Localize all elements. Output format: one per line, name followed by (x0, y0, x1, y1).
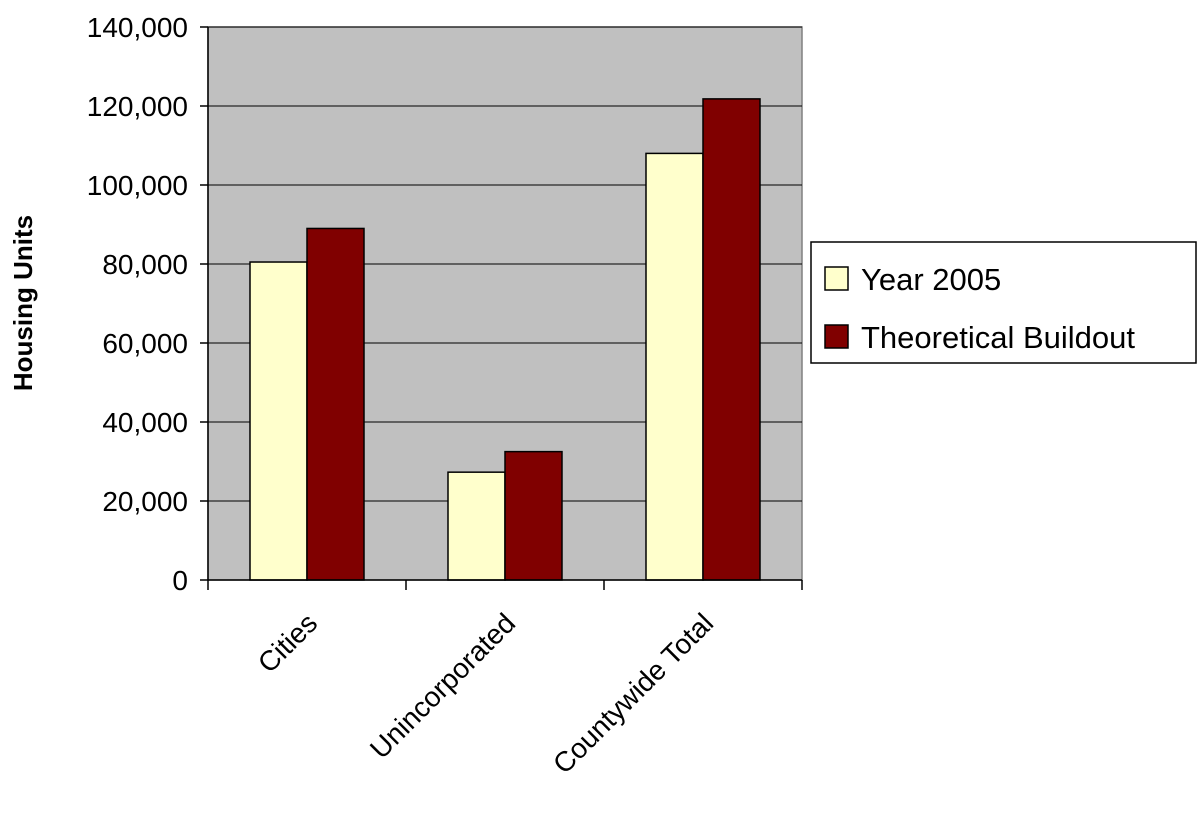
y-tick-label: 80,000 (102, 249, 188, 280)
legend-swatch-theoretical-buildout (824, 324, 849, 349)
y-axis-label: Housing Units (8, 215, 38, 391)
x-axis-ticks: Cities Unincorporated Countywide Total (207, 580, 803, 780)
legend-swatch-year-2005 (824, 266, 849, 291)
y-tick-label: 100,000 (87, 170, 188, 201)
x-tick-label-countywide-total: Countywide Total (547, 607, 719, 779)
y-tick-label: 140,000 (87, 12, 188, 43)
y-tick-label: 20,000 (102, 486, 188, 517)
x-tick-label-unincorporated: Unincorporated (364, 607, 521, 764)
y-tick-label: 120,000 (87, 91, 188, 122)
bar-year-2005-countywide-total (645, 152, 704, 581)
legend-box (810, 241, 1197, 364)
y-tick-label: 40,000 (102, 407, 188, 438)
legend: Year 2005 Theoretical Buildout (810, 241, 1197, 364)
bar-theoretical-buildout-cities (306, 227, 365, 581)
y-axis-ticks: 0 20,000 40,000 60,000 80,000 100,000 120,000 1… (87, 12, 208, 596)
legend-label-year-2005: Year 2005 (861, 262, 1001, 297)
legend-label-theoretical-buildout: Theoretical Buildout (861, 320, 1135, 355)
bar-year-2005-cities (249, 261, 308, 581)
y-tick-label: 60,000 (102, 328, 188, 359)
bar-year-2005-unincorporated (447, 471, 506, 581)
bar-theoretical-buildout-unincorporated (504, 450, 563, 581)
bars (249, 98, 761, 581)
y-tick-label: 0 (172, 565, 188, 596)
x-tick-label-cities: Cities (252, 607, 323, 678)
bar-theoretical-buildout-countywide-total (702, 98, 761, 581)
